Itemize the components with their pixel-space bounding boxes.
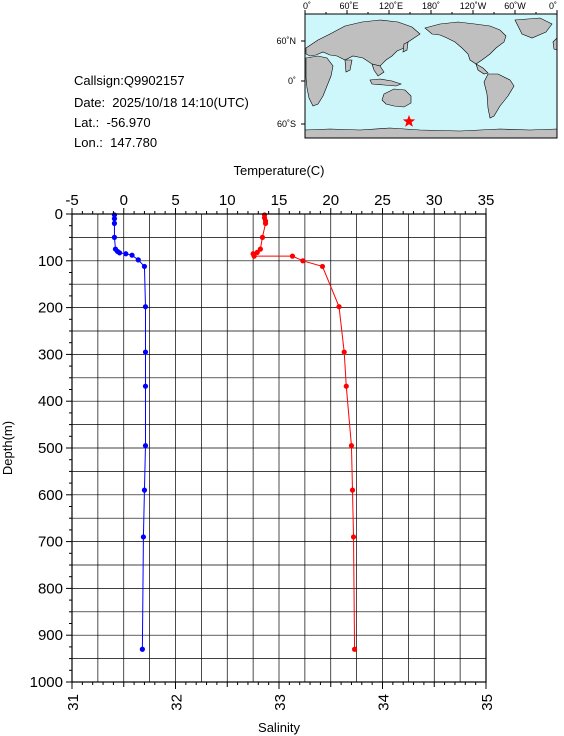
- map-lon-label: 180˚: [422, 1, 440, 11]
- map-left-labels: 60˚N 0˚ 60˚S: [276, 36, 296, 129]
- temperature-point: [251, 253, 257, 259]
- y-axis-tick-label: 300: [38, 346, 63, 363]
- salinity-point: [129, 252, 135, 258]
- map-land-australia: [381, 88, 412, 108]
- star-icon: [402, 115, 416, 127]
- salinity-point: [117, 250, 123, 256]
- temperature-point: [351, 646, 358, 652]
- top-axis-tick-label: 5: [171, 192, 179, 209]
- temperature-point: [257, 246, 263, 252]
- salinity-point: [142, 349, 149, 355]
- salinity-point: [111, 234, 118, 240]
- chart-series: [111, 212, 358, 652]
- y-axis-tick-label: 700: [38, 534, 63, 551]
- salinity-point: [140, 534, 147, 540]
- temperature-line: [252, 214, 356, 650]
- location-map: 0˚ 60˚E 120˚E 180˚ 120˚W 60˚W 0˚ 60˚N 0˚…: [276, 1, 558, 139]
- y-axis-tick-label: 800: [38, 580, 63, 597]
- salinity-point: [142, 383, 149, 389]
- station-latitude: Lat.: -56.970: [74, 115, 151, 130]
- bottom-axis-tick-label: 34: [376, 694, 393, 711]
- y-axis-tick-label: 900: [38, 627, 63, 644]
- map-land-japan: [402, 41, 409, 53]
- map-lat-label: 0˚: [288, 76, 296, 86]
- temperature-point: [289, 253, 296, 259]
- y-axis-tick-label: 0: [55, 206, 63, 223]
- salinity-point: [141, 263, 148, 270]
- top-axis-tick-label: 0: [120, 192, 128, 209]
- station-date: Date: 2025/10/18 14:10(UTC): [74, 95, 249, 110]
- station-longitude: Lon.: 147.780: [74, 135, 158, 150]
- temperature-point: [348, 443, 355, 449]
- y-axis-tick-label: 600: [38, 487, 63, 504]
- temperature-point: [349, 487, 356, 493]
- temperature-point: [259, 234, 266, 240]
- map-lon-label: 0˚: [303, 1, 311, 11]
- top-axis-tick-label: 15: [271, 192, 288, 209]
- top-axis-tick-label: 10: [219, 192, 236, 209]
- map-ticks: [301, 10, 558, 125]
- salinity-point: [111, 220, 118, 226]
- map-land-india: [344, 59, 353, 73]
- map-lat-label: 60˚S: [277, 119, 296, 129]
- salinity-point: [123, 251, 129, 257]
- temperature-point: [341, 349, 347, 355]
- temperature-point: [343, 383, 349, 389]
- salinity-line: [113, 214, 146, 650]
- temperature-point: [254, 249, 260, 255]
- map-lon-label: 60˚E: [339, 1, 358, 11]
- temperature-point: [262, 220, 269, 226]
- map-land-greenland: [514, 17, 553, 39]
- top-axis-tick-label: 30: [426, 192, 443, 209]
- map-lon-label: 60˚W: [504, 1, 526, 11]
- y-axis-tick-label: 100: [38, 253, 63, 270]
- temperature-point: [336, 304, 342, 310]
- bottom-axis-tick-label: 31: [65, 694, 82, 711]
- salinity-point: [139, 646, 145, 652]
- y-axis-label: Depth(m): [0, 421, 15, 475]
- map-land-south-america: [483, 73, 515, 119]
- top-axis-label: Temperature(C): [233, 163, 324, 178]
- temperature-point: [350, 534, 357, 540]
- bottom-axis-tick-label: 32: [169, 694, 186, 711]
- salinity-point: [142, 304, 149, 310]
- map-land-eurasia: [305, 19, 421, 67]
- bottom-axis-tick-label: 35: [479, 694, 496, 711]
- top-axis-tick-label: 25: [374, 192, 391, 209]
- map-top-labels: 0˚ 60˚E 120˚E 180˚ 120˚W 60˚W 0˚: [303, 1, 557, 11]
- chart-grid: [71, 213, 487, 683]
- salinity-point: [141, 487, 148, 493]
- salinity-point: [135, 257, 141, 263]
- bottom-axis-tick-label: 33: [272, 694, 289, 711]
- top-axis-tick-label: 20: [322, 192, 339, 209]
- temperature-point: [319, 263, 326, 270]
- map-lat-label: 60˚N: [276, 36, 296, 46]
- map-land-north-america: [424, 21, 507, 65]
- top-axis-tick-label: -5: [65, 192, 78, 209]
- map-lon-label: 120˚W: [460, 1, 487, 11]
- bottom-axis-label: Salinity: [258, 720, 300, 735]
- y-axis-tick-label: 500: [38, 440, 63, 457]
- station-callsign: Callsign:Q9902157: [74, 73, 185, 88]
- top-axis-tick-label: 35: [478, 192, 495, 209]
- map-lon-label: 120˚E: [379, 1, 403, 11]
- map-land-indonesia: [369, 78, 402, 87]
- y-axis-tick-label: 200: [38, 300, 63, 317]
- map-lon-label: 0˚: [549, 1, 557, 11]
- temperature-point: [300, 258, 306, 264]
- y-axis-tick-label: 400: [38, 393, 63, 410]
- salinity-point: [111, 216, 118, 222]
- map-land-central-america: [475, 63, 489, 75]
- map-land-se-asia: [371, 63, 385, 77]
- map-land: [304, 17, 558, 139]
- y-axis-tick-label: 1000: [30, 674, 63, 691]
- map-land-africa: [305, 55, 334, 107]
- salinity-point: [142, 443, 149, 449]
